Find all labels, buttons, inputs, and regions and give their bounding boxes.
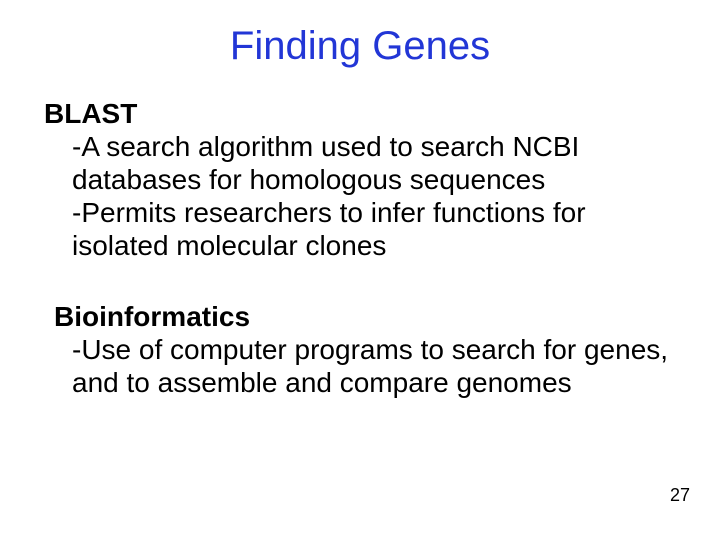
bullet-text: -Permits researchers to infer functions … [44, 196, 676, 262]
page-number: 27 [670, 485, 690, 506]
slide-title: Finding Genes [44, 24, 676, 69]
section-heading: BLAST [44, 97, 676, 130]
bullet-text: -Use of computer programs to search for … [54, 333, 676, 399]
section-bioinformatics: Bioinformatics -Use of computer programs… [44, 300, 676, 399]
slide-container: Finding Genes BLAST -A search algorithm … [0, 0, 720, 540]
bullet-text: -A search algorithm used to search NCBI … [44, 130, 676, 196]
section-blast: BLAST -A search algorithm used to search… [44, 97, 676, 262]
section-heading: Bioinformatics [54, 300, 676, 333]
